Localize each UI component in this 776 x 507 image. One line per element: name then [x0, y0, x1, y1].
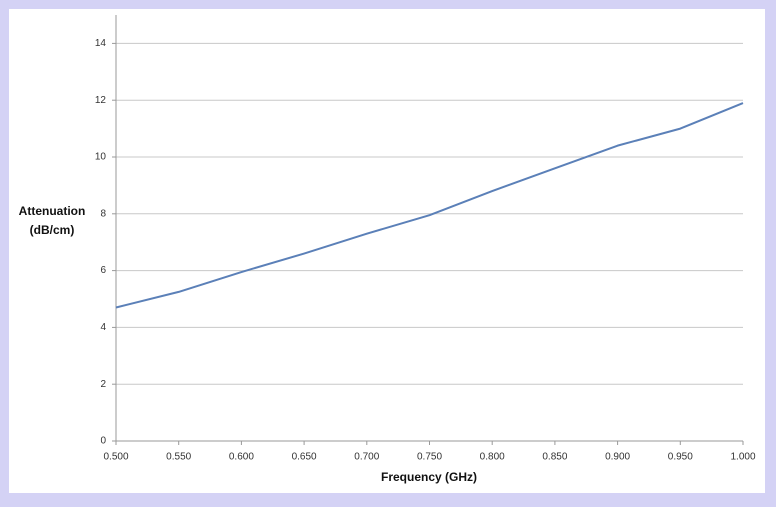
y-tick-label: 4	[100, 322, 106, 333]
x-tick-label: 0.850	[542, 452, 567, 463]
x-tick-label: 0.550	[166, 452, 191, 463]
x-tick-label: 0.800	[480, 452, 505, 463]
y-tick-label: 14	[95, 38, 107, 49]
chart-frame	[9, 9, 765, 493]
x-tick-label: 0.650	[292, 452, 317, 463]
x-tick-label: 0.500	[103, 452, 128, 463]
x-tick-label: 0.900	[605, 452, 630, 463]
y-tick-label: 0	[100, 436, 106, 447]
x-tick-label: 0.600	[229, 452, 254, 463]
y-tick-label: 6	[100, 265, 106, 276]
x-axis-label: Frequency (GHz)	[381, 470, 477, 484]
data-line	[115, 102, 744, 309]
y-axis-label: (dB/cm)	[30, 223, 75, 237]
y-tick-label: 2	[100, 379, 106, 390]
y-tick-label: 8	[100, 208, 106, 219]
y-tick-label: 10	[95, 152, 107, 163]
x-tick-label: 0.700	[354, 452, 379, 463]
y-axis-label: Attenuation	[19, 204, 86, 218]
x-tick-label: 0.950	[668, 452, 693, 463]
x-tick-label: 0.750	[417, 452, 442, 463]
y-tick-label: 12	[95, 95, 107, 106]
x-tick-label: 1.000	[730, 452, 755, 463]
